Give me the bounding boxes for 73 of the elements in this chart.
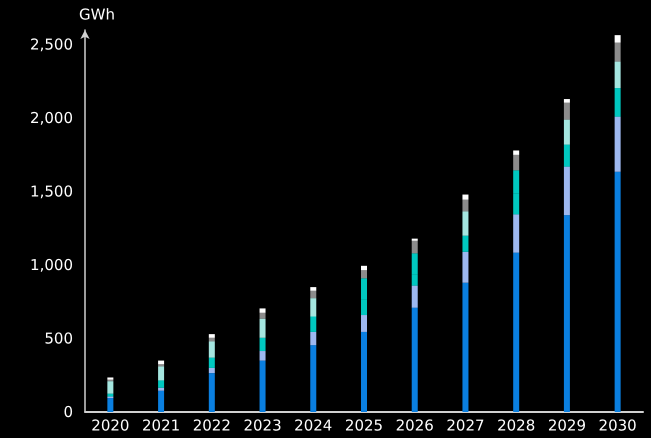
bar xyxy=(564,120,570,145)
bar xyxy=(614,172,621,412)
bar xyxy=(107,398,114,412)
bar xyxy=(412,240,418,254)
bar xyxy=(614,42,621,62)
bar xyxy=(107,381,114,394)
y-tick-label: 2,500 xyxy=(30,36,73,54)
bar xyxy=(462,252,468,283)
bar xyxy=(564,102,570,120)
bar xyxy=(361,270,367,278)
bar xyxy=(614,88,621,117)
x-tick-label: 2021 xyxy=(142,416,180,434)
x-tick-label: 2027 xyxy=(446,416,485,434)
bar xyxy=(260,312,266,319)
bar xyxy=(614,116,621,172)
bar xyxy=(158,390,164,412)
bar xyxy=(158,380,164,388)
bar xyxy=(208,334,215,338)
y-tick-label: 1,000 xyxy=(30,256,73,274)
bar xyxy=(260,318,266,338)
bar xyxy=(564,99,570,103)
bar xyxy=(310,316,316,332)
bar xyxy=(564,144,570,167)
bar xyxy=(310,345,316,412)
bar xyxy=(513,214,520,253)
bar xyxy=(158,360,164,364)
bar xyxy=(310,287,316,291)
bar xyxy=(462,194,468,200)
x-tick-label: 2026 xyxy=(396,416,434,434)
bar xyxy=(310,298,316,316)
bar xyxy=(614,62,621,88)
bar xyxy=(462,282,468,412)
bar xyxy=(614,35,621,42)
y-tick-label: 2,000 xyxy=(30,109,73,128)
x-tick-label: 2030 xyxy=(598,416,637,434)
bar xyxy=(208,373,215,412)
x-tick-label: 2025 xyxy=(344,416,384,434)
y-tick-label: 0 xyxy=(63,403,73,421)
y-axis-title: GWh xyxy=(79,6,115,24)
bar xyxy=(158,366,164,380)
bar xyxy=(260,308,266,313)
bar xyxy=(564,166,570,216)
y-tick-label: 1,500 xyxy=(30,182,73,201)
bar xyxy=(361,315,367,332)
y-tick-label: 500 xyxy=(44,330,73,348)
bar xyxy=(208,341,215,358)
bar xyxy=(208,368,215,374)
bar xyxy=(260,338,266,352)
bar xyxy=(107,377,114,380)
bar xyxy=(208,358,215,368)
bar xyxy=(208,338,215,342)
bar xyxy=(513,154,520,170)
bar xyxy=(310,332,316,346)
x-tick-label: 2028 xyxy=(497,416,536,434)
bar xyxy=(361,332,367,412)
bar xyxy=(462,211,468,236)
bar xyxy=(107,394,114,397)
bar xyxy=(462,200,468,212)
bar xyxy=(260,351,266,361)
bar xyxy=(412,286,418,308)
x-tick-label: 2024 xyxy=(294,416,332,434)
bar xyxy=(564,215,570,412)
bar xyxy=(361,266,367,270)
x-tick-label: 2023 xyxy=(243,416,282,434)
x-tick-label: 2020 xyxy=(91,416,130,434)
bar xyxy=(412,308,418,412)
bar xyxy=(513,252,520,412)
bar xyxy=(513,150,520,155)
bar xyxy=(260,360,266,412)
bar xyxy=(462,236,468,252)
bar xyxy=(310,290,316,298)
x-tick-label: 2029 xyxy=(548,416,586,434)
x-tick-label: 2022 xyxy=(192,416,231,434)
